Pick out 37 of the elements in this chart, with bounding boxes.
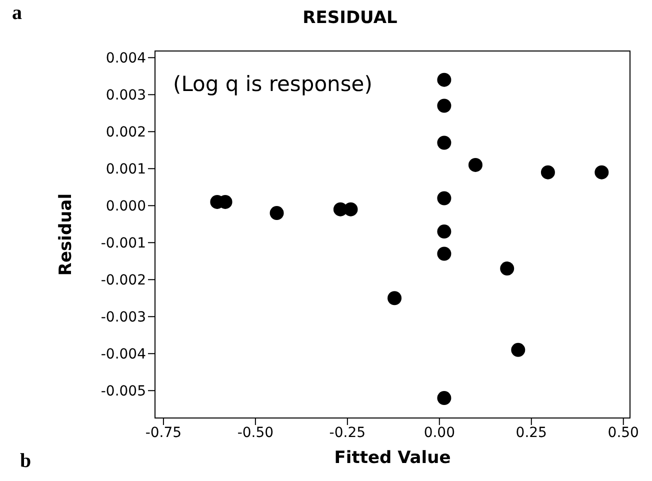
y-tick-label: 0.000: [106, 198, 146, 215]
y-tick-label: -0.001: [100, 236, 146, 252]
point: [540, 165, 555, 180]
x-tick-label: -0.50: [237, 424, 274, 441]
point: [388, 291, 402, 306]
y-tick-label: 0.002: [106, 124, 146, 141]
y-tick-label: -0.002: [100, 272, 146, 289]
x-tick-label: 0.50: [608, 424, 639, 441]
point: [437, 136, 452, 150]
y-tick-label: -0.004: [100, 346, 146, 363]
y-tick-label: -0.005: [100, 384, 146, 400]
point: [437, 72, 452, 87]
x-axis-title: Fitted Value: [334, 448, 451, 468]
text: a: [12, 2, 22, 25]
point: [437, 191, 452, 206]
y-tick-label: 0.004: [106, 50, 146, 67]
point: [468, 158, 482, 172]
text: b: [20, 450, 32, 473]
chart-title: RESIDUAL: [302, 8, 398, 28]
x-tick-label: -0.25: [329, 424, 366, 441]
point: [594, 165, 609, 180]
y-tick-label: -0.003: [100, 310, 146, 326]
x-tick-label: 0.00: [424, 424, 455, 441]
x-tick-label: -0.75: [145, 424, 182, 441]
y-tick-label: 0.001: [106, 162, 146, 178]
y-axis-title: Residual: [56, 193, 76, 276]
point: [500, 262, 514, 276]
point: [511, 342, 526, 357]
point: [344, 202, 358, 216]
point: [437, 246, 452, 261]
annotation: (Log q is response): [173, 72, 372, 96]
x-tick-label: 0.25: [516, 424, 547, 441]
point: [437, 391, 452, 406]
point: [270, 206, 284, 220]
y-tick-label: 0.003: [106, 88, 146, 104]
point: [437, 224, 452, 239]
point: [437, 98, 452, 113]
